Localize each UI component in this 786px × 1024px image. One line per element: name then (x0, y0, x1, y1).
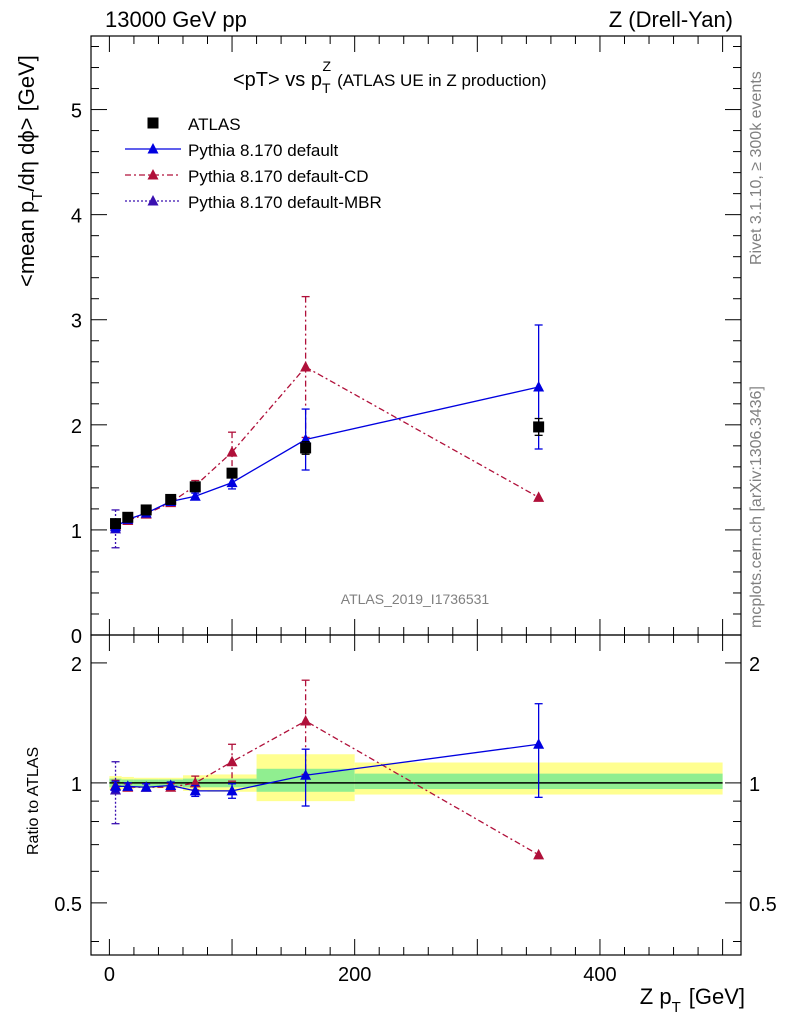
plot-title-sub: T (322, 80, 331, 96)
ratio-pythia-8-170-default-point (226, 784, 238, 796)
main-pythia-8-170-default-point (189, 490, 201, 501)
main-panel-series (110, 295, 545, 549)
legend-marker (147, 195, 159, 206)
rivet-version-label: Rivet 3.1.10, ≥ 300k events (748, 71, 765, 265)
main-panel-axes: 0 1 2 3 4 5 (71, 35, 742, 648)
plot-title-main: <pT> vs p (233, 69, 322, 91)
y-axis-label-part1: <mean p (14, 201, 39, 287)
ratio-panel-series (110, 679, 545, 860)
main-atlas-point (122, 511, 134, 523)
legend-label: Pythia 8.170 default-MBR (188, 193, 382, 212)
ratio-pythia-8-170-default-point (110, 780, 122, 791)
ratio-y-tick-label: 0.5 (54, 894, 82, 916)
plot-title-rest: (ATLAS UE in Z production) (337, 71, 546, 90)
y-axis-label-main: <mean pT/dη dϕ> [GeV] (14, 55, 46, 287)
ratio-pythia-8-170-default-point (122, 780, 134, 791)
ratio-pythia-8-170-default-cd-point (189, 776, 201, 788)
main-pythia-8-170-default-cd-point (533, 491, 545, 502)
ratio-panel-frame (90, 634, 742, 956)
main-atlas-point (533, 421, 545, 433)
main-pythia-8-170-default-point (533, 380, 545, 392)
legend-marker-atlas (147, 117, 159, 129)
x-axis-label-sub: T (672, 999, 681, 1016)
plot-title-sup: Z (323, 58, 332, 74)
main-atlas-point (110, 518, 122, 530)
x-tick-label: 400 (583, 964, 616, 986)
main-y-tick-label: 1 (71, 521, 82, 543)
legend: ATLAS Pythia 8.170 default Pythia 8.170 de… (125, 115, 382, 212)
ratio-y-tick-label: 2 (71, 654, 82, 676)
main-y-tick-label: 4 (71, 206, 82, 228)
main-atlas-point (226, 467, 238, 479)
main-y-tick-label: 2 (71, 416, 82, 438)
y-axis-label-part2: /dη dϕ> [GeV] (14, 55, 39, 191)
main-y-tick-label: 0 (71, 626, 82, 648)
x-tick-label: 0 (104, 964, 115, 986)
ratio-pythia-8-170-default-point (533, 738, 545, 749)
main-atlas-point (165, 493, 177, 505)
ratio-y-tick-label-right: 2 (749, 654, 760, 676)
main-pythia-8-170-default-cd-line (115, 366, 539, 527)
ratio-y-tick-label-right: 1 (749, 774, 760, 796)
main-y-tick-label: 3 (71, 311, 82, 333)
header-left-label: 13000 GeV pp (105, 7, 247, 32)
main-y-tick-label: 5 (71, 101, 82, 123)
ratio-pythia-8-170-default-point (140, 781, 152, 792)
main-atlas-point (140, 504, 152, 516)
x-tick-label: 200 (338, 964, 371, 986)
y-axis-label-sub: T (29, 192, 46, 201)
plot-title: <pT> vs pTZ (ATLAS UE in Z production) (233, 58, 547, 96)
ratio-pythia-8-170-default-point (189, 784, 201, 796)
legend-label: Pythia 8.170 default-CD (188, 167, 369, 186)
main-pythia-8-170-default-line (115, 386, 539, 528)
y-axis-label-ratio: Ratio to ATLAS (25, 747, 42, 855)
ratio-panel-axes: 0 200 400 0.5 0.5 1 1 2 2 (54, 634, 777, 986)
legend-label: Pythia 8.170 default (188, 141, 339, 160)
header-right-label: Z (Drell-Yan) (609, 7, 733, 32)
ratio-pythia-8-170-default-cd-point (533, 848, 545, 860)
ratio-pythia-8-170-default-cd-point (300, 714, 312, 726)
legend-label: ATLAS (188, 115, 241, 134)
x-axis-label-unit: [GeV] (689, 984, 745, 1009)
main-pythia-8-170-default-cd-point (226, 446, 238, 457)
main-atlas-point (300, 442, 312, 454)
ratio-pythia-8-170-default-point (300, 769, 312, 780)
x-axis-label: Z pT [GeV] (640, 984, 745, 1016)
legend-marker (147, 169, 159, 180)
ratio-uncertainty-bands (109, 754, 723, 802)
mcplots-reference-label: mcplots.cern.ch [arXiv:1306.3436] (748, 386, 765, 628)
main-pythia-8-170-default-point (226, 476, 238, 488)
ratio-y-tick-label-right: 0.5 (749, 894, 777, 916)
x-axis-label-main: Z p (640, 984, 672, 1009)
ratio-pythia-8-170-default-point (165, 779, 177, 791)
legend-marker (147, 143, 159, 154)
analysis-id-label: ATLAS_2019_I1736531 (341, 591, 490, 607)
ratio-y-tick-label: 1 (71, 774, 82, 796)
main-pythia-8-170-default-cd-point (300, 361, 312, 372)
ratio-pythia-8-170-default-cd-point (226, 755, 238, 767)
main-atlas-point (189, 481, 201, 493)
